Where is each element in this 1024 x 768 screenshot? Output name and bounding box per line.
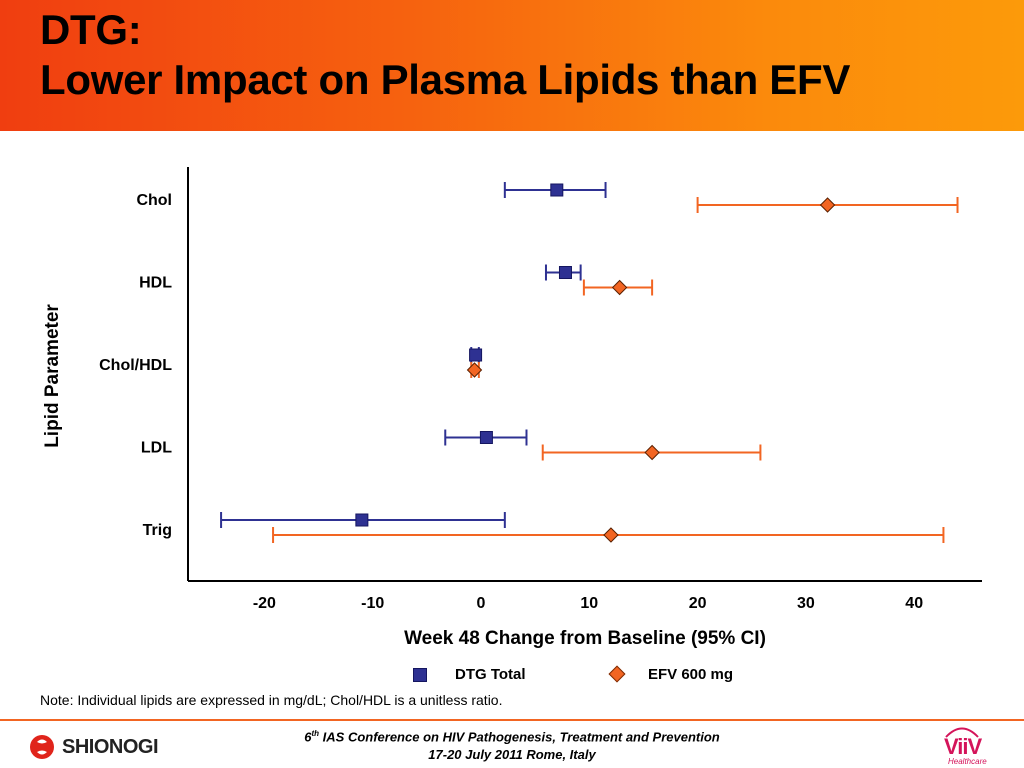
- point-marker-diamond: [611, 279, 628, 296]
- x-axis-title: Week 48 Change from Baseline (95% CI): [404, 628, 766, 649]
- conference-name: 6th IAS Conference on HIV Pathogenesis, …: [304, 729, 720, 745]
- point-marker-diamond: [819, 197, 836, 213]
- footer-divider: [0, 719, 1024, 721]
- category-label: HDL: [139, 275, 172, 292]
- category-label: Trig: [143, 522, 172, 539]
- point-marker-square: [355, 513, 369, 527]
- slide-title-line2: Lower Impact on Plasma Lipids than EFV: [40, 56, 851, 103]
- legend-efv-label: EFV 600 mg: [648, 666, 734, 683]
- shionogi-logo-icon: [30, 735, 54, 759]
- point-marker-diamond: [644, 444, 660, 461]
- x-tick-label: 30: [797, 595, 815, 612]
- forest-plot: -20 -10 0 10 20 30 40 Week 48 Change from Basel…: [42, 167, 982, 649]
- x-tick-label: -20: [253, 595, 276, 612]
- point-marker-diamond: [466, 362, 483, 378]
- point-marker-diamond: [603, 527, 619, 543]
- point-marker-square: [469, 348, 483, 362]
- viiv-logo-text: ViiV: [944, 734, 982, 759]
- point-marker-square: [558, 266, 572, 279]
- x-tick-label: 10: [580, 595, 598, 612]
- point-marker-square: [550, 183, 564, 197]
- viiv-swoosh-icon: [945, 727, 979, 738]
- category-label: Chol: [136, 192, 172, 209]
- slide-title-line1: DTG:: [40, 6, 142, 53]
- shionogi-logo-text: SHIONOGI: [62, 736, 159, 758]
- x-tick-label: 20: [689, 595, 707, 612]
- point-marker-square: [479, 431, 493, 444]
- title-banner: DTG: Lower Impact on Plasma Lipids than …: [0, 0, 1024, 131]
- y-axis-title: Lipid Parameter: [42, 304, 63, 448]
- footnote: Note: Individual lipids are expressed in…: [40, 692, 503, 708]
- viiv-logo-subtext: Healthcare: [948, 757, 987, 766]
- x-tick-label: 0: [477, 595, 486, 612]
- category-label: Chol/HDL: [99, 357, 172, 374]
- x-tick-label: -10: [361, 595, 384, 612]
- conference-date-location: 17-20 July 2011 Rome, Italy: [428, 747, 596, 762]
- legend-dtg-marker: [413, 668, 427, 682]
- legend-dtg-label: DTG Total: [455, 666, 526, 683]
- x-tick-label: 40: [905, 595, 923, 612]
- legend-efv-marker: [608, 665, 626, 683]
- category-label: LDL: [141, 440, 172, 457]
